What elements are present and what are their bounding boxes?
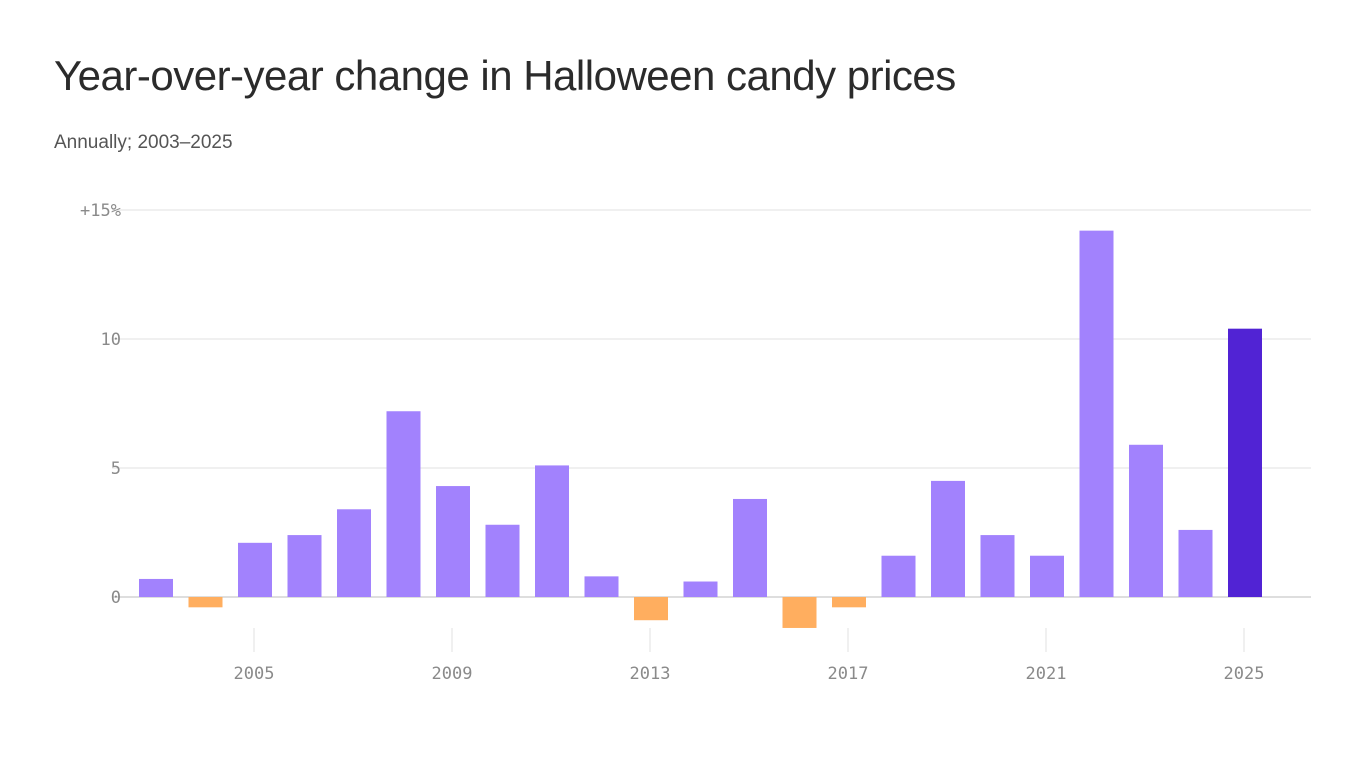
bar-2004: [188, 597, 223, 608]
bar-2007: [337, 509, 371, 597]
y-tick-label: 0: [111, 588, 121, 608]
bar-2012: [584, 576, 619, 597]
bar-2021: [1030, 555, 1064, 597]
bar-2017: [832, 597, 866, 608]
bar-2009: [436, 486, 470, 597]
x-tick-label: 2005: [234, 664, 275, 684]
bar-2022: [1079, 230, 1114, 597]
bar-2024: [1178, 529, 1213, 597]
bar-2013: [634, 597, 668, 621]
bar-2019: [931, 480, 965, 597]
bar-2020: [980, 535, 1015, 597]
bar-2010: [485, 524, 520, 597]
x-tick-label: 2021: [1026, 664, 1067, 684]
bar-2025: [1228, 328, 1262, 597]
chart-title: Year-over-year change in Halloween candy…: [54, 52, 956, 99]
chart-subtitle: Annually; 2003–2025: [54, 132, 233, 153]
bar-2003: [139, 578, 173, 597]
bar-2011: [535, 465, 569, 597]
bar-2008: [386, 411, 421, 597]
bars: [139, 230, 1262, 628]
x-tick-label: 2013: [630, 664, 671, 684]
bar-2006: [287, 535, 322, 597]
y-tick-label: +15%: [80, 201, 121, 221]
y-axis-ticks: +15% 10 5 0: [80, 201, 121, 608]
y-tick-label: 10: [101, 330, 121, 350]
bar-2018: [881, 555, 916, 597]
bar-2015: [733, 498, 767, 597]
bar-2014: [683, 581, 718, 597]
bar-2023: [1129, 444, 1163, 597]
x-axis-ticks: 2005 2009 2013 2017 2021 2025: [234, 628, 1265, 684]
x-tick-label: 2017: [828, 664, 869, 684]
y-tick-label: 5: [111, 459, 121, 479]
x-tick-label: 2009: [432, 664, 473, 684]
x-tick-label: 2025: [1224, 664, 1265, 684]
bar-2005: [238, 542, 272, 597]
bar-2016: [782, 597, 817, 628]
